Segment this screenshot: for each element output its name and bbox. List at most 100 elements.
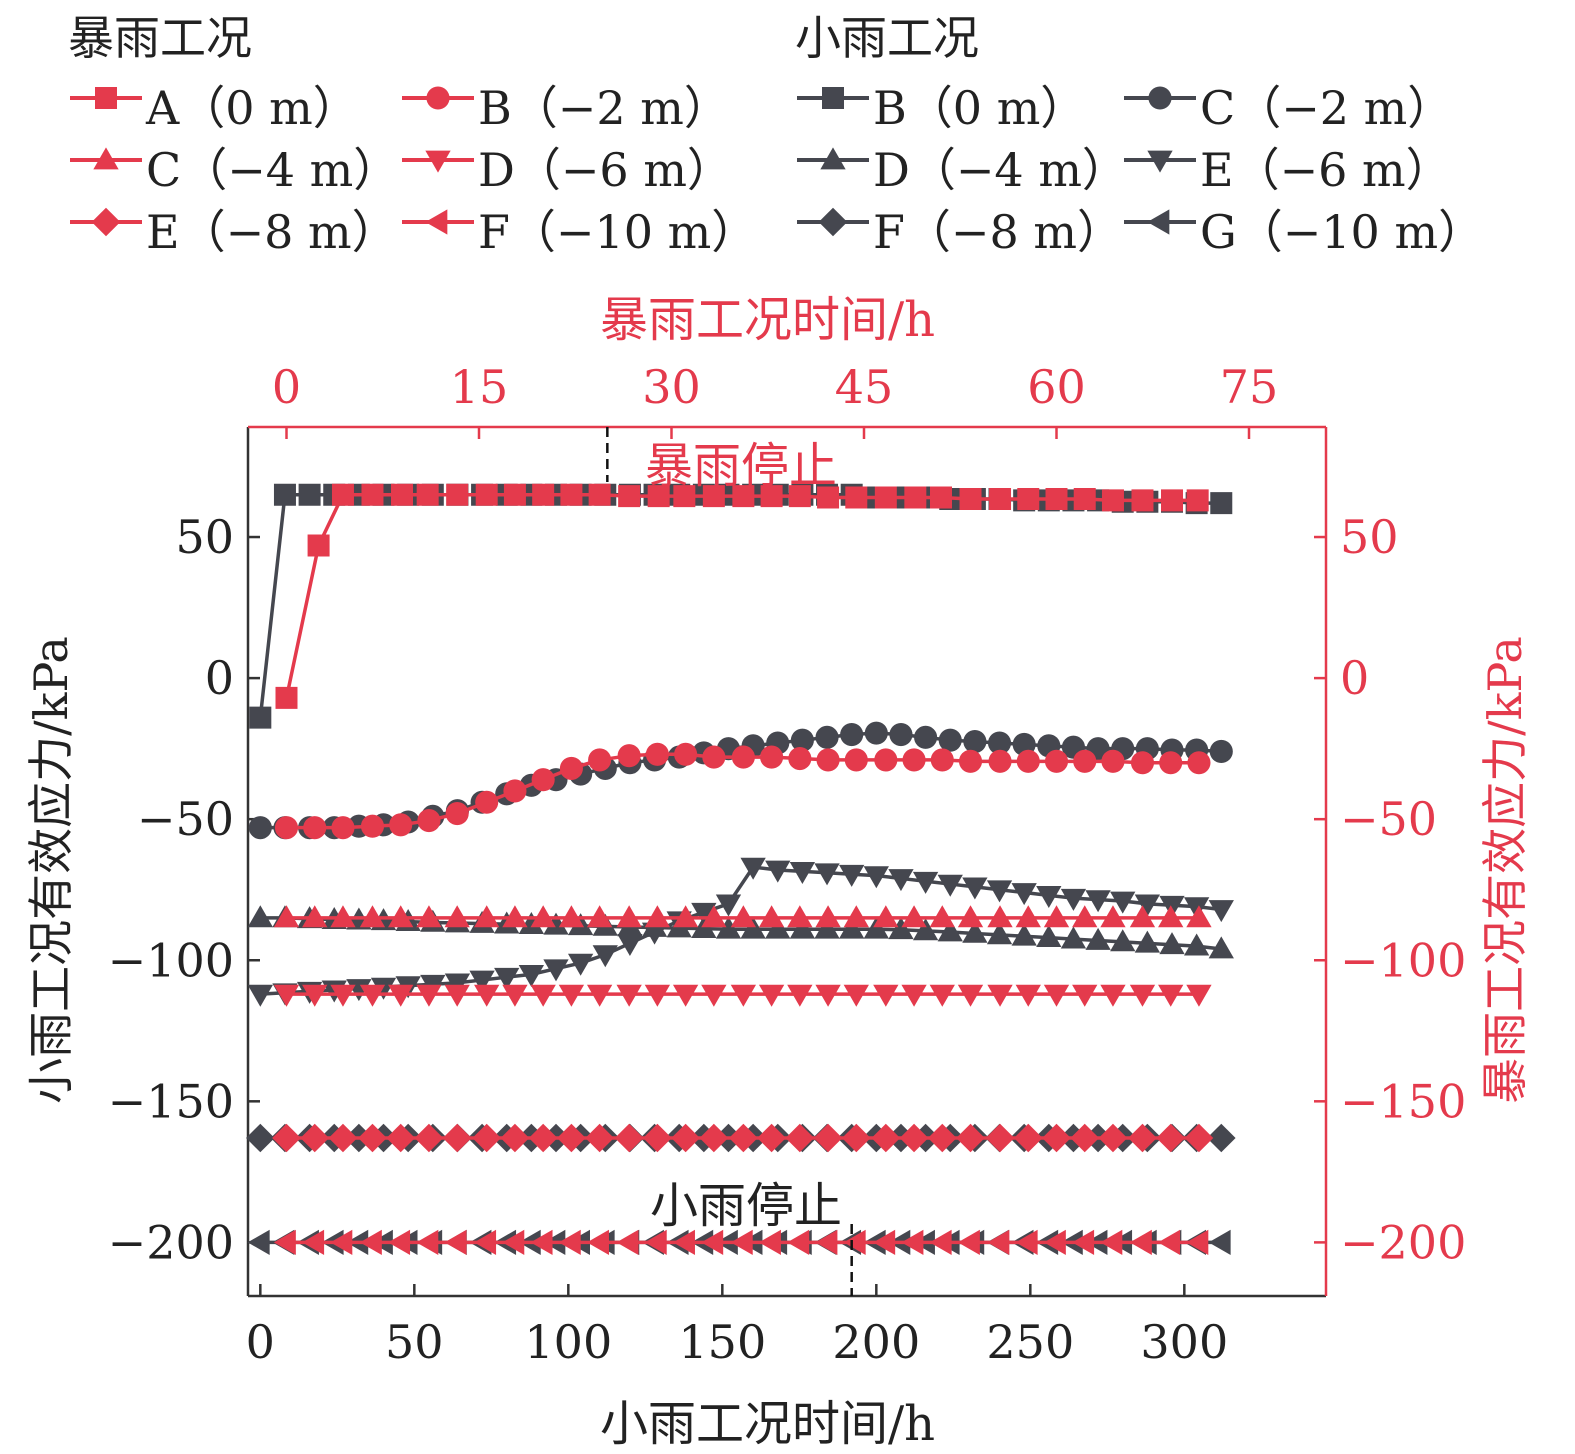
light-data-point <box>543 912 569 935</box>
light-series-line <box>258 492 1222 718</box>
y-left-tick-label: −200 <box>108 1215 234 1269</box>
light-data-point <box>592 945 618 968</box>
heavy-data-point <box>503 483 526 506</box>
heavy-data-point <box>330 984 356 1007</box>
light-data-point <box>937 874 963 897</box>
x-bottom-tick-label: 50 <box>385 1315 444 1369</box>
light-data-point <box>986 922 1013 945</box>
x-top-tick-label: 75 <box>1220 360 1279 414</box>
heavy-data-point <box>1043 1229 1066 1256</box>
x-bottom-tick-label: 300 <box>1140 1315 1228 1369</box>
heavy-data-point <box>1128 1123 1157 1153</box>
legend-swatch <box>797 207 869 237</box>
y-left-tick-label: −100 <box>108 933 234 987</box>
heavy-data-point <box>1015 1229 1038 1256</box>
light-series <box>249 483 1233 729</box>
heavy-data-point <box>959 487 982 510</box>
heavy-data-point <box>1158 984 1184 1007</box>
light-data-point <box>864 721 888 745</box>
heavy-data-point <box>987 1229 1010 1256</box>
heavy-data-point <box>956 1123 985 1153</box>
y-right-tick-label: −50 <box>1340 792 1437 846</box>
heavy-data-point <box>273 1229 296 1256</box>
heavy-data-point <box>730 984 757 1007</box>
heavy-data-point <box>788 485 811 508</box>
heavy-data-point <box>530 1229 553 1256</box>
heavy-data-point <box>1187 751 1211 775</box>
heavy-data-point <box>1130 751 1155 775</box>
heavy-data-point <box>899 1123 929 1153</box>
heavy-data-point <box>1186 905 1212 928</box>
heavy-data-point <box>331 816 355 840</box>
light-data-point <box>1159 932 1185 955</box>
light-data-point <box>444 973 471 996</box>
heavy-data-point <box>843 984 869 1007</box>
heavy-data-point <box>645 742 669 766</box>
light-data-point <box>247 905 273 928</box>
heavy-data-point <box>1072 1229 1095 1256</box>
legend-marker <box>425 209 448 235</box>
light-data-point <box>963 730 987 754</box>
light-data-point <box>889 722 913 747</box>
legend-label: D（−4 m） <box>873 143 1128 197</box>
heavy-data-point <box>388 905 414 928</box>
heavy-data-point <box>618 485 641 508</box>
legend-item: B（−2 m） <box>400 68 730 135</box>
heavy-data-point <box>303 816 327 840</box>
light-data-point <box>641 922 668 945</box>
heavy-data-point <box>958 749 983 773</box>
heavy-data-point <box>843 1229 866 1256</box>
heavy-data-point <box>988 749 1012 773</box>
heavy-data-point <box>987 905 1013 928</box>
heavy-data-point <box>475 790 499 814</box>
light-data-point <box>1060 888 1087 911</box>
x-top-tick-label: 45 <box>835 360 894 414</box>
heavy-data-point <box>1100 984 1126 1007</box>
heavy-data-point <box>1161 489 1183 512</box>
light-data-point <box>1134 894 1161 917</box>
heavy-data-point <box>617 744 641 768</box>
light-series <box>247 857 1234 1007</box>
heavy-series <box>273 984 1212 1007</box>
heavy-series <box>273 1229 1209 1256</box>
x-bottom-tick-label: 0 <box>246 1315 275 1369</box>
heavy-data-point <box>389 813 413 837</box>
heavy-data-point <box>701 984 727 1007</box>
legend-item: B（0 m） <box>795 68 1125 135</box>
x-bottom-tick-label: 200 <box>832 1315 920 1369</box>
heavy-data-point <box>672 1229 695 1256</box>
heavy-data-point <box>873 1229 896 1256</box>
light-data-point <box>962 877 988 900</box>
heavy-data-point <box>758 905 785 928</box>
heavy-data-point <box>672 984 699 1007</box>
heavy-data-point <box>730 905 757 928</box>
legend-marker <box>91 207 121 237</box>
x-top-tick-label: 30 <box>642 360 701 414</box>
legend-swatch <box>70 147 142 170</box>
light-data-point <box>518 965 545 988</box>
light-data-point <box>1209 739 1233 764</box>
x-bottom-tick-label: 150 <box>678 1315 766 1369</box>
heavy-data-point <box>558 905 585 928</box>
legend-swatch <box>1124 86 1196 110</box>
heavy-data-point <box>816 748 840 772</box>
heavy-data-point <box>1101 749 1125 773</box>
heavy-data-point <box>474 984 500 1007</box>
x-top-tick-label: 0 <box>272 360 301 414</box>
light-data-point <box>840 722 864 747</box>
heavy-data-point <box>817 486 840 509</box>
light-data-point <box>814 863 840 886</box>
legend-swatch <box>70 87 142 109</box>
y-right-tick-label: −200 <box>1340 1215 1466 1269</box>
heavy-data-point <box>815 905 841 928</box>
legend-marker <box>1147 209 1170 235</box>
heavy-data-point <box>785 1123 815 1153</box>
heavy-data-point <box>1158 905 1184 928</box>
heavy-data-point <box>901 1229 924 1256</box>
heavy-data-point <box>815 984 841 1007</box>
heavy-data-point <box>701 905 727 928</box>
heavy-data-point <box>987 984 1013 1007</box>
light-data-point <box>888 917 914 940</box>
heavy-data-point <box>1044 749 1069 773</box>
